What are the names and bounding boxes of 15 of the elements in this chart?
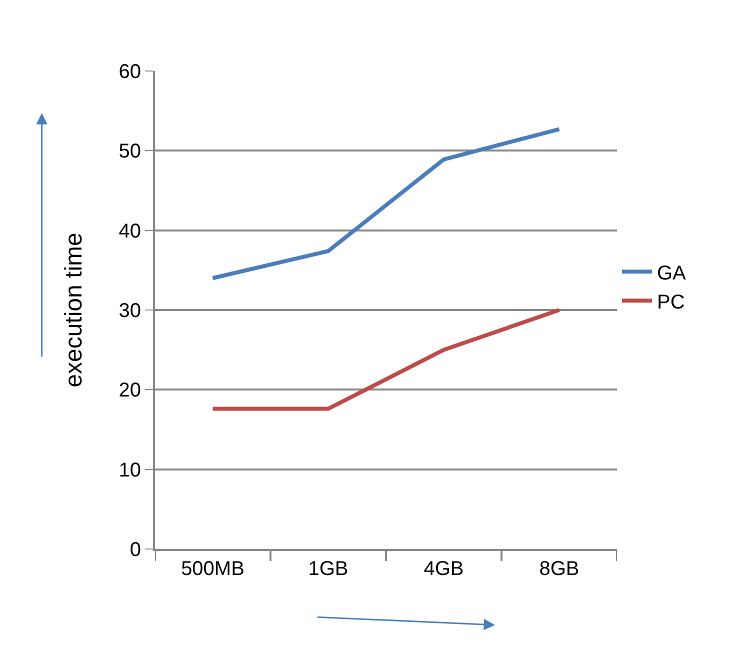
x-tick-label: 1GB [308,558,348,580]
legend-label: GA [657,262,687,284]
line-series [210,127,562,280]
y-axis-title: execution time [60,232,88,388]
x-tick-label: 8GB [539,558,580,580]
y-tick-label: 50 [118,140,141,163]
y-tick-label: 30 [118,300,141,322]
y-tick-label: 20 [118,380,141,402]
x-tick-label: 500MB [181,558,244,580]
y-tick-label: 10 [118,459,141,482]
y-tick-label: 40 [118,220,141,242]
legend-label: PC [657,291,685,314]
y-tick-label: 60 [118,61,141,83]
y-tick-label: 0 [130,539,141,561]
x-tick-label: 4GB [424,558,464,580]
